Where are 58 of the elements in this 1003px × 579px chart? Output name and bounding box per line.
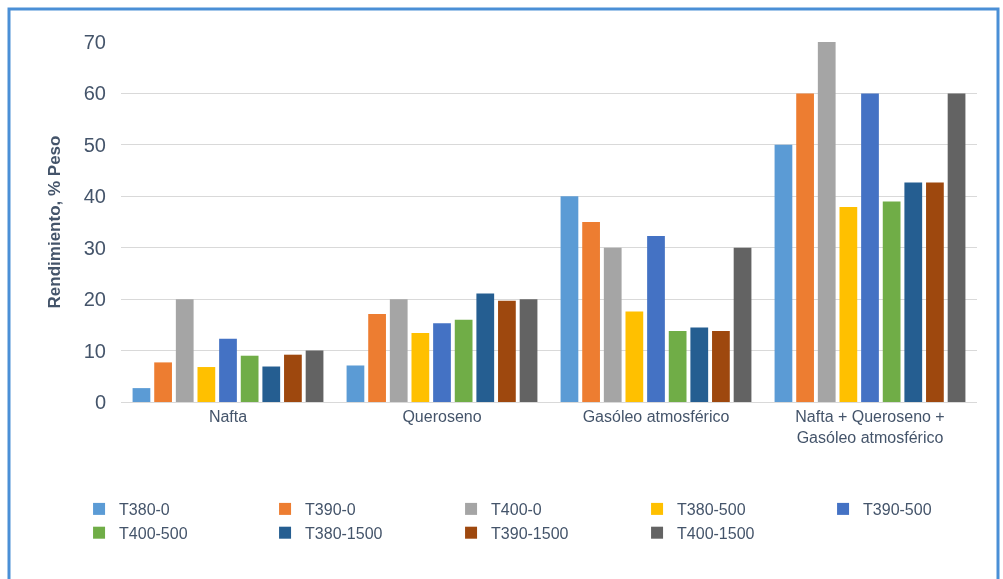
y-tick-label: 30 bbox=[83, 236, 106, 259]
x-tick-label: Nafta + Queroseno + Gasóleo atmosférico bbox=[795, 408, 945, 446]
bar bbox=[712, 331, 730, 402]
bar bbox=[668, 331, 687, 402]
bar bbox=[197, 367, 216, 402]
bar bbox=[582, 222, 600, 402]
bar bbox=[774, 144, 793, 402]
y-tick-label: 0 bbox=[94, 391, 106, 413]
bar bbox=[926, 182, 944, 402]
bar bbox=[519, 299, 538, 402]
bar bbox=[476, 293, 495, 402]
y-tick-label: 20 bbox=[83, 288, 106, 311]
bar bbox=[603, 247, 622, 402]
bar bbox=[498, 300, 516, 402]
legend-label: T390-500 bbox=[863, 501, 932, 519]
legend-label: T400-500 bbox=[119, 524, 188, 542]
y-tick-label: 10 bbox=[83, 339, 106, 362]
legend-label: T380-0 bbox=[119, 501, 170, 519]
bar bbox=[796, 93, 814, 402]
bar bbox=[882, 201, 901, 402]
x-tick-label: Nafta bbox=[208, 408, 248, 426]
bar bbox=[947, 93, 966, 402]
y-tick-label: 70 bbox=[83, 31, 106, 53]
bar bbox=[560, 196, 579, 402]
y-tick-label: 50 bbox=[83, 133, 106, 156]
bar bbox=[733, 247, 752, 402]
bar bbox=[454, 319, 473, 402]
legend-label: T390-0 bbox=[305, 501, 356, 519]
legend-label: T400-1500 bbox=[677, 524, 755, 542]
x-tick-label: Queroseno bbox=[402, 408, 482, 426]
y-tick-label: 40 bbox=[83, 185, 106, 208]
legend-label: T380-500 bbox=[677, 501, 746, 519]
legend-label: T390-1500 bbox=[491, 524, 569, 542]
bar bbox=[262, 366, 281, 402]
bar bbox=[411, 333, 430, 402]
bar bbox=[284, 354, 302, 402]
bar bbox=[389, 299, 408, 402]
bar bbox=[625, 311, 644, 402]
bar bbox=[817, 42, 836, 402]
bar bbox=[433, 323, 451, 402]
bar bbox=[305, 350, 324, 402]
bar bbox=[904, 182, 923, 402]
legend-label: T380-1500 bbox=[305, 524, 383, 542]
bar bbox=[839, 207, 858, 402]
bar bbox=[346, 365, 365, 402]
bar bbox=[240, 355, 259, 402]
bar bbox=[861, 93, 879, 402]
bar bbox=[690, 327, 709, 402]
legend-label: T400-0 bbox=[491, 501, 542, 519]
x-tick-label: Gasóleo atmosférico bbox=[582, 408, 730, 426]
bar bbox=[647, 235, 665, 402]
y-tick-label: 60 bbox=[83, 82, 106, 105]
y-axis-title: Rendimiento, % Peso bbox=[45, 135, 65, 309]
bar bbox=[132, 388, 151, 402]
bar bbox=[368, 314, 386, 402]
bar bbox=[154, 362, 172, 402]
bar bbox=[219, 338, 237, 402]
bar bbox=[175, 299, 194, 402]
